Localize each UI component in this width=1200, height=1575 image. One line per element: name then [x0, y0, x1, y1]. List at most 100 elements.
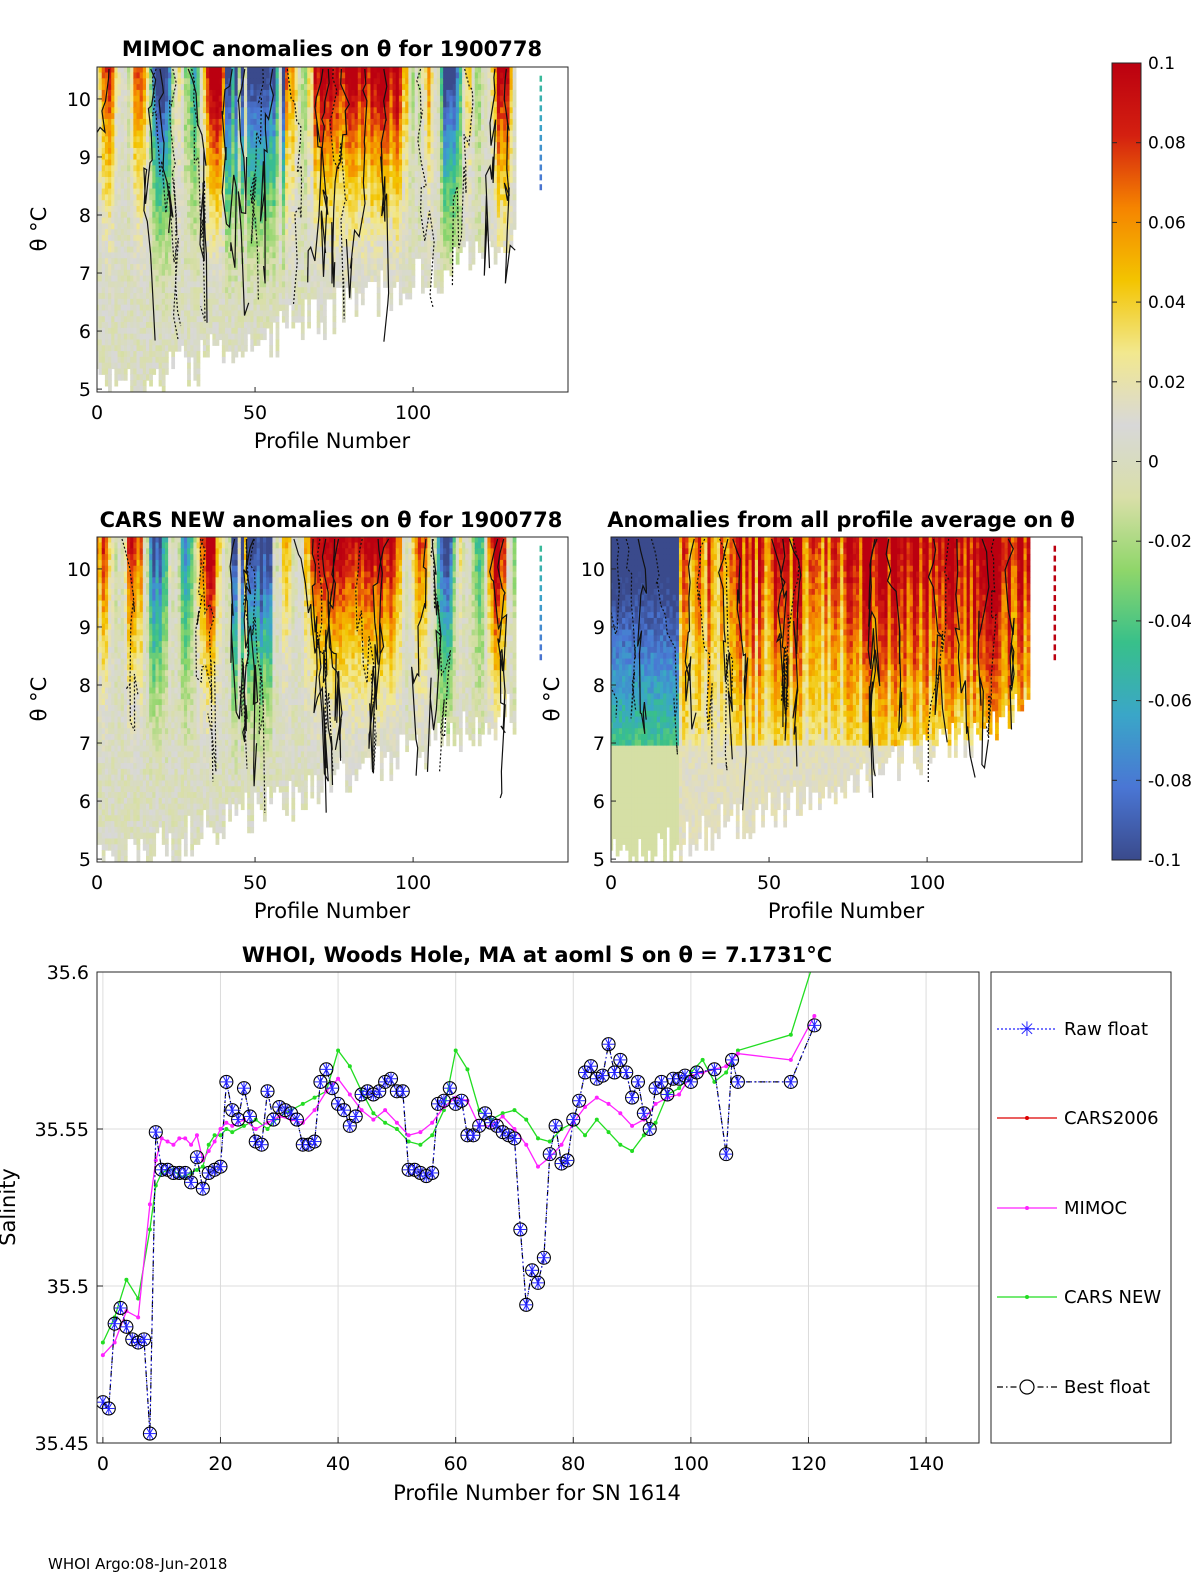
heatmap-cell — [133, 159, 138, 166]
heatmap-cell — [98, 240, 103, 248]
heatmap-cell — [310, 159, 315, 166]
heatmap-cell — [250, 327, 255, 335]
heatmap-cell — [253, 153, 258, 161]
heatmap-cell — [326, 72, 330, 79]
heatmap-cell — [149, 281, 153, 288]
heatmap-cell — [345, 217, 349, 224]
heatmap-cell — [247, 293, 251, 300]
heatmap-cell — [190, 130, 195, 137]
heatmap-cell — [234, 89, 239, 97]
heatmap-cell — [395, 176, 400, 184]
heatmap-cell — [158, 136, 163, 143]
heatmap-cell — [433, 223, 438, 230]
heatmap-cell — [247, 287, 251, 294]
heatmap-cell — [228, 345, 232, 352]
heatmap-cell — [104, 235, 109, 242]
heatmap-cell — [234, 78, 239, 85]
heatmap-cell — [307, 293, 311, 300]
heatmap-cell — [421, 235, 425, 242]
heatmap-cell — [367, 246, 372, 254]
heatmap-cell — [256, 322, 261, 329]
heatmap-cell — [316, 194, 321, 201]
heatmap-cell — [183, 252, 188, 259]
heatmap-cell — [171, 362, 176, 370]
heatmap-cell — [108, 298, 112, 306]
heatmap-cell — [155, 217, 160, 224]
heatmap-cell — [108, 385, 112, 392]
heatmap-cell — [291, 67, 296, 74]
heatmap-cell — [225, 246, 229, 254]
heatmap-cell — [379, 217, 384, 224]
heatmap-cell — [237, 147, 242, 155]
heatmap-cell — [97, 165, 100, 172]
heatmap-cell — [310, 67, 315, 74]
heatmap-cell — [123, 188, 128, 195]
heatmap-cell — [272, 84, 277, 91]
heatmap-cell — [209, 287, 213, 294]
heatmap-cell — [341, 142, 346, 149]
heatmap-cell — [307, 124, 311, 132]
heatmap-cell — [281, 205, 286, 213]
heatmap-cell — [215, 188, 220, 195]
heatmap-cell — [145, 235, 150, 242]
heatmap-cell — [234, 217, 239, 224]
heatmap-cell — [164, 101, 169, 108]
heatmap-cell — [373, 113, 378, 120]
heatmap-cell — [231, 107, 236, 114]
heatmap-cell — [174, 176, 179, 184]
heatmap-cell — [187, 136, 191, 143]
heatmap-cell — [389, 78, 394, 85]
heatmap-cell — [281, 182, 286, 190]
heatmap-cell — [127, 362, 131, 370]
heatmap-cell — [218, 304, 223, 312]
heatmap-cell — [370, 67, 375, 74]
heatmap-cell — [402, 287, 406, 294]
heatmap-cell — [323, 281, 327, 288]
heatmap-cell — [402, 275, 406, 283]
heatmap-cell — [262, 310, 267, 317]
heatmap-cell — [338, 275, 343, 283]
heatmap-cell — [411, 240, 416, 248]
heatmap-cell — [338, 252, 343, 259]
heatmap-cell — [145, 327, 150, 335]
heatmap-cell — [354, 217, 359, 224]
heatmap-cell — [424, 281, 428, 288]
heatmap-cell — [218, 310, 223, 317]
heatmap-cell — [294, 188, 299, 195]
heatmap-cell — [114, 333, 119, 341]
heatmap-cell — [111, 240, 115, 248]
heatmap-cell — [278, 235, 283, 242]
heatmap-cell — [202, 200, 207, 207]
heatmap-cell — [221, 281, 226, 288]
heatmap-cell — [351, 89, 356, 97]
heatmap-cell — [398, 211, 403, 219]
heatmap-cell — [202, 298, 207, 306]
heatmap-cell — [354, 84, 359, 91]
heatmap-cell — [341, 316, 346, 323]
heatmap-cell — [221, 118, 226, 126]
heatmap-cell — [421, 240, 425, 248]
heatmap-cell — [275, 304, 280, 312]
heatmap-cell — [187, 223, 191, 230]
heatmap-cell — [250, 124, 255, 132]
heatmap-cell — [329, 264, 334, 271]
heatmap-cell — [97, 345, 100, 352]
heatmap-cell — [360, 246, 365, 254]
heatmap-cell — [152, 269, 157, 277]
heatmap-cell — [395, 171, 400, 178]
heatmap-cell — [237, 327, 242, 335]
heatmap-cell — [323, 72, 327, 79]
heatmap-cell — [111, 246, 115, 254]
heatmap-cell — [367, 113, 372, 120]
heatmap-cell — [234, 275, 239, 283]
heatmap-cell — [196, 67, 201, 74]
heatmap-cell — [310, 113, 315, 120]
heatmap-cell — [196, 351, 201, 358]
heatmap-cell — [117, 113, 122, 120]
heatmap-cell — [158, 89, 163, 97]
heatmap-cell — [281, 281, 286, 288]
heatmap-cell — [300, 205, 305, 213]
heatmap-cell — [114, 188, 119, 195]
heatmap-cell — [161, 246, 166, 254]
heatmap-cell — [398, 118, 403, 126]
